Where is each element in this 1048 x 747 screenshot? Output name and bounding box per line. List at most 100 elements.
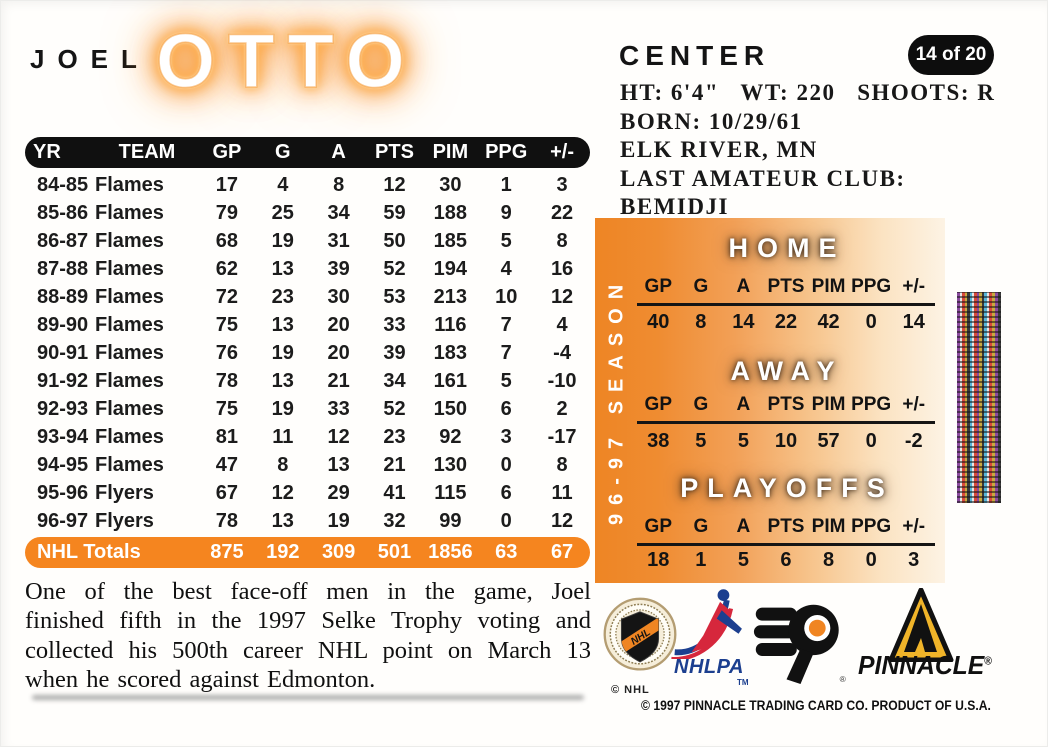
cell-ppg: 10 xyxy=(495,285,518,308)
registered-symbol: ® xyxy=(984,655,992,668)
career-table-header-cell: TEAM xyxy=(118,141,176,163)
cell-gp: 72 xyxy=(215,285,239,308)
cell-a: 13 xyxy=(327,453,350,476)
table-row: 93-94 Flames 81 11 12 23 92 3 -17 xyxy=(25,423,590,451)
cell-ppg: 9 xyxy=(500,201,512,224)
stat-header-cell: G xyxy=(693,276,709,297)
home-stats-values-row: 40 8 14 22 42 0 14 xyxy=(637,311,935,334)
cell-team: Flames xyxy=(95,257,164,280)
stat-header-cell: PTS xyxy=(767,394,805,415)
cell-g: 19 xyxy=(271,397,294,420)
away-section-title: AWAY xyxy=(730,356,844,386)
cell-team: Flames xyxy=(95,201,164,224)
table-row: 88-89 Flames 72 23 30 53 213 10 12 xyxy=(25,283,590,311)
card-number-text: 14 of 20 xyxy=(915,44,987,65)
career-table-header-cell: PPG xyxy=(485,141,528,163)
cell-g: 8 xyxy=(277,453,289,476)
stat-header-cell: G xyxy=(693,516,709,537)
cell-g: 13 xyxy=(271,369,294,392)
season-vertical-label: 96-97 SEASON xyxy=(605,275,628,526)
player-last-name: OTTO xyxy=(155,19,418,104)
cell-year: 94-95 xyxy=(37,453,89,476)
totals-label: NHL Totals xyxy=(37,541,141,563)
totals-cell: 309 xyxy=(321,541,356,563)
cell-year: 85-86 xyxy=(37,201,89,224)
cell-pim: 130 xyxy=(433,453,468,476)
cell-plusminus: -4 xyxy=(553,341,571,364)
cell-gp: 78 xyxy=(215,369,239,392)
cell-pim: 99 xyxy=(439,509,462,532)
blurb-bottom-shadow xyxy=(32,695,584,700)
blurb-line: when he scored against Edmonton. xyxy=(25,666,376,694)
cell-pim: 161 xyxy=(433,369,468,392)
cell-pim: 188 xyxy=(433,201,468,224)
stat-header-cell: +/- xyxy=(902,394,926,415)
table-row: 94-95 Flames 47 8 13 21 130 0 8 xyxy=(25,451,590,479)
cell-g: 13 xyxy=(271,509,294,532)
cell-year: 84-85 xyxy=(37,173,89,196)
stat-value-cell: 10 xyxy=(774,430,798,452)
table-row: 91-92 Flames 78 13 21 34 161 5 -10 xyxy=(25,367,590,395)
cell-plusminus: 12 xyxy=(550,285,574,308)
nhl-copyright-text: © NHL xyxy=(611,684,650,696)
stat-value-cell: 42 xyxy=(817,311,840,333)
cell-ppg: 7 xyxy=(500,341,512,364)
bio-birthplace: ELK RIVER, MN xyxy=(620,137,818,163)
stat-header-cell: PIM xyxy=(811,516,846,537)
print-calibration-strip xyxy=(957,292,1001,503)
player-blurb: One of the best face-off men in the game… xyxy=(25,577,591,695)
cell-plusminus: 11 xyxy=(551,481,573,504)
cell-pim: 183 xyxy=(433,341,468,364)
cell-a: 20 xyxy=(327,341,350,364)
cell-pim: 150 xyxy=(433,397,468,420)
cell-plusminus: 12 xyxy=(550,509,574,532)
totals-cell: 192 xyxy=(266,541,300,563)
cell-ppg: 0 xyxy=(500,509,512,532)
cell-plusminus: 22 xyxy=(550,201,574,224)
cell-a: 20 xyxy=(327,313,350,336)
cell-plusminus: 8 xyxy=(556,453,568,476)
career-table-header-row: YR TEAM GP G A PTS PIM PPG +/- xyxy=(25,137,590,168)
career-stats-table: YR TEAM GP G A PTS PIM PPG +/- 84-85 Flames 17 4… xyxy=(25,137,590,568)
cell-pim: 185 xyxy=(433,229,468,252)
cell-gp: 75 xyxy=(215,397,239,420)
cell-g: 19 xyxy=(271,341,294,364)
stat-header-cell: +/- xyxy=(902,276,926,297)
stat-header-cell: A xyxy=(736,516,751,537)
away-stats-values-row: 38 5 5 10 57 0 -2 xyxy=(637,430,935,453)
cell-plusminus: 16 xyxy=(550,257,574,280)
nhlpa-wordmark: NHLPA xyxy=(674,656,744,678)
career-table-header-cell: +/- xyxy=(550,141,575,163)
cell-pim: 115 xyxy=(434,481,467,504)
cell-g: 4 xyxy=(277,173,289,196)
cell-a: 8 xyxy=(333,173,345,196)
nhlpa-logo xyxy=(668,585,752,662)
stat-value-cell: 38 xyxy=(647,430,670,452)
cell-a: 34 xyxy=(327,201,350,224)
cell-pts: 53 xyxy=(383,285,406,308)
cell-g: 11 xyxy=(272,425,294,448)
stat-value-cell: 0 xyxy=(865,311,877,333)
table-row: 95-96 Flyers 67 12 29 41 115 6 11 xyxy=(25,479,590,507)
cell-year: 93-94 xyxy=(37,425,89,448)
cell-gp: 68 xyxy=(215,229,239,252)
stat-value-cell: 14 xyxy=(732,311,755,333)
stat-header-cell: PIM xyxy=(811,394,846,415)
stat-value-cell: 14 xyxy=(902,311,925,333)
career-table-header-cell: PTS xyxy=(375,141,414,163)
cell-ppg: 5 xyxy=(500,229,512,252)
stat-value-cell: 5 xyxy=(737,549,749,571)
cell-g: 23 xyxy=(271,285,294,308)
stat-value-cell: 8 xyxy=(695,311,707,333)
cell-g: 13 xyxy=(271,313,294,336)
table-row: 86-87 Flames 68 19 31 50 185 5 8 xyxy=(25,227,590,255)
stat-header-cell: PPG xyxy=(851,516,892,537)
home-stats-header-row: GP G A PTS PIM PPG +/- xyxy=(637,276,935,306)
table-row: 90-91 Flames 76 19 20 39 183 7 -4 xyxy=(25,339,590,367)
totals-cell: 63 xyxy=(495,541,518,563)
totals-cell: 67 xyxy=(550,541,574,563)
cell-ppg: 6 xyxy=(500,397,512,420)
cell-team: Flames xyxy=(95,229,164,252)
season-panel xyxy=(595,218,945,583)
cell-team: Flames xyxy=(95,397,164,420)
